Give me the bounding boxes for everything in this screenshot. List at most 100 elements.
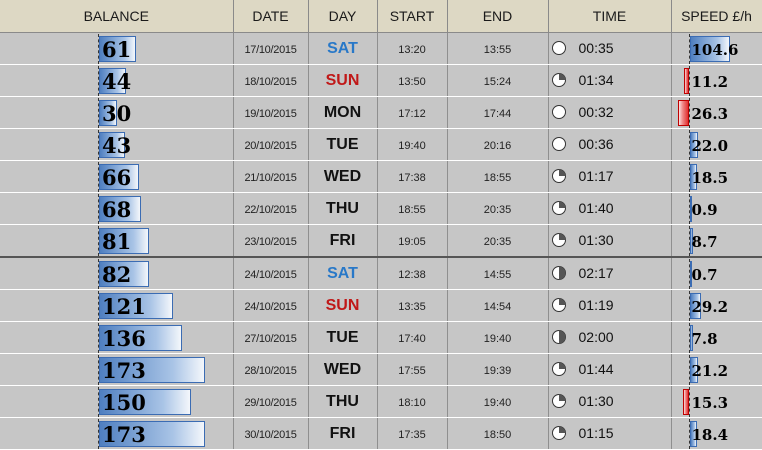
end-cell[interactable]: 14:55 <box>447 256 549 290</box>
balance-cell[interactable]: 121 <box>0 289 234 322</box>
end-cell[interactable]: 19:39 <box>447 353 549 386</box>
duration-cell[interactable]: 01:30 <box>548 224 672 258</box>
duration-pie-icon <box>551 201 566 215</box>
day-cell[interactable]: SUN <box>308 64 378 97</box>
balance-cell[interactable]: 61 <box>0 32 234 65</box>
day-cell[interactable]: SAT <box>308 256 378 290</box>
speed-axis <box>688 225 690 256</box>
date-cell[interactable]: 21/10/2015 <box>233 160 309 193</box>
day-cell[interactable]: WED <box>308 353 378 386</box>
speed-cell[interactable]: 11.2 <box>671 64 762 97</box>
balance-cell[interactable]: 136 <box>0 321 234 354</box>
duration-cell[interactable]: 01:19 <box>548 289 672 322</box>
duration-cell[interactable]: 01:40 <box>548 192 672 225</box>
speed-cell[interactable]: 18.5 <box>671 160 762 193</box>
balance-cell[interactable]: 81 <box>0 224 234 258</box>
end-cell[interactable]: 15:24 <box>447 64 549 97</box>
date-cell[interactable]: 23/10/2015 <box>233 224 309 258</box>
speed-cell[interactable]: 104.6 <box>671 32 762 65</box>
end-cell[interactable]: 19:40 <box>447 321 549 354</box>
date-cell[interactable]: 24/10/2015 <box>233 256 309 290</box>
date-cell[interactable]: 19/10/2015 <box>233 96 309 129</box>
duration-cell[interactable]: 02:17 <box>548 256 672 290</box>
header-start[interactable]: START <box>377 0 448 33</box>
date-cell[interactable]: 28/10/2015 <box>233 353 309 386</box>
start-cell[interactable]: 17:12 <box>377 96 448 129</box>
balance-cell[interactable]: 173 <box>0 417 234 450</box>
speed-cell[interactable]: 18.4 <box>671 417 762 450</box>
date-cell[interactable]: 22/10/2015 <box>233 192 309 225</box>
header-end[interactable]: END <box>447 0 549 33</box>
end-cell[interactable]: 18:50 <box>447 417 549 450</box>
end-cell[interactable]: 14:54 <box>447 289 549 322</box>
balance-cell[interactable]: 30 <box>0 96 234 129</box>
speed-cell[interactable]: 7.8 <box>671 321 762 354</box>
date-cell[interactable]: 24/10/2015 <box>233 289 309 322</box>
day-cell[interactable]: SUN <box>308 289 378 322</box>
end-cell[interactable]: 20:35 <box>447 192 549 225</box>
day-cell[interactable]: TUE <box>308 321 378 354</box>
end-cell[interactable]: 20:35 <box>447 224 549 258</box>
start-cell[interactable]: 17:55 <box>377 353 448 386</box>
date-cell[interactable]: 17/10/2015 <box>233 32 309 65</box>
duration-cell[interactable]: 01:34 <box>548 64 672 97</box>
duration-cell[interactable]: 00:35 <box>548 32 672 65</box>
balance-cell[interactable]: 43 <box>0 128 234 161</box>
balance-cell[interactable]: 173 <box>0 353 234 386</box>
duration-cell[interactable]: 01:44 <box>548 353 672 386</box>
date-cell[interactable]: 30/10/2015 <box>233 417 309 450</box>
start-cell[interactable]: 18:55 <box>377 192 448 225</box>
header-speed[interactable]: SPEED £/h <box>671 0 762 33</box>
day-cell[interactable]: FRI <box>308 224 378 258</box>
start-cell[interactable]: 17:40 <box>377 321 448 354</box>
speed-cell[interactable]: 15.3 <box>671 385 762 418</box>
speed-cell[interactable]: 21.2 <box>671 353 762 386</box>
start-cell[interactable]: 13:20 <box>377 32 448 65</box>
speed-cell[interactable]: 26.3 <box>671 96 762 129</box>
speed-cell[interactable]: 0.9 <box>671 192 762 225</box>
header-time[interactable]: TIME <box>548 0 672 33</box>
date-cell[interactable]: 29/10/2015 <box>233 385 309 418</box>
start-cell[interactable]: 19:40 <box>377 128 448 161</box>
date-cell[interactable]: 20/10/2015 <box>233 128 309 161</box>
start-cell[interactable]: 19:05 <box>377 224 448 258</box>
start-cell[interactable]: 12:38 <box>377 256 448 290</box>
end-cell[interactable]: 20:16 <box>447 128 549 161</box>
day-cell[interactable]: TUE <box>308 128 378 161</box>
duration-cell[interactable]: 01:17 <box>548 160 672 193</box>
date-cell[interactable]: 18/10/2015 <box>233 64 309 97</box>
duration-cell[interactable]: 01:30 <box>548 385 672 418</box>
start-cell[interactable]: 17:35 <box>377 417 448 450</box>
end-cell[interactable]: 18:55 <box>447 160 549 193</box>
start-cell[interactable]: 18:10 <box>377 385 448 418</box>
duration-cell[interactable]: 02:00 <box>548 321 672 354</box>
balance-cell[interactable]: 150 <box>0 385 234 418</box>
header-day[interactable]: DAY <box>308 0 378 33</box>
duration-cell[interactable]: 01:15 <box>548 417 672 450</box>
day-cell[interactable]: WED <box>308 160 378 193</box>
date-cell[interactable]: 27/10/2015 <box>233 321 309 354</box>
day-cell[interactable]: THU <box>308 192 378 225</box>
end-cell[interactable]: 19:40 <box>447 385 549 418</box>
balance-cell[interactable]: 68 <box>0 192 234 225</box>
start-cell[interactable]: 17:38 <box>377 160 448 193</box>
start-cell[interactable]: 13:50 <box>377 64 448 97</box>
speed-cell[interactable]: 29.2 <box>671 289 762 322</box>
day-cell[interactable]: SAT <box>308 32 378 65</box>
day-cell[interactable]: MON <box>308 96 378 129</box>
balance-cell[interactable]: 66 <box>0 160 234 193</box>
header-balance[interactable]: BALANCE <box>0 0 234 33</box>
end-cell[interactable]: 17:44 <box>447 96 549 129</box>
balance-cell[interactable]: 44 <box>0 64 234 97</box>
speed-cell[interactable]: 0.7 <box>671 256 762 290</box>
start-cell[interactable]: 13:35 <box>377 289 448 322</box>
duration-cell[interactable]: 00:32 <box>548 96 672 129</box>
speed-cell[interactable]: 22.0 <box>671 128 762 161</box>
day-cell[interactable]: THU <box>308 385 378 418</box>
duration-cell[interactable]: 00:36 <box>548 128 672 161</box>
end-cell[interactable]: 13:55 <box>447 32 549 65</box>
speed-cell[interactable]: 8.7 <box>671 224 762 258</box>
header-date[interactable]: DATE <box>233 0 309 33</box>
day-cell[interactable]: FRI <box>308 417 378 450</box>
balance-cell[interactable]: 82 <box>0 256 234 290</box>
